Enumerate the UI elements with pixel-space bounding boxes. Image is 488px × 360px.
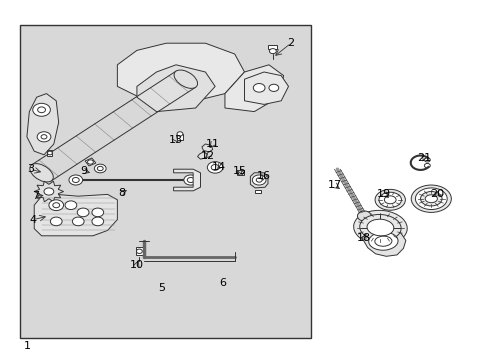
Bar: [85, 158, 96, 166]
Polygon shape: [202, 144, 212, 152]
Text: 14: 14: [212, 162, 225, 172]
Text: 13: 13: [169, 135, 183, 145]
Text: 21: 21: [416, 153, 430, 163]
Ellipse shape: [424, 195, 436, 203]
Circle shape: [237, 171, 243, 175]
Polygon shape: [34, 181, 63, 202]
Ellipse shape: [174, 70, 197, 88]
Ellipse shape: [374, 236, 391, 246]
Ellipse shape: [420, 192, 441, 206]
Text: 4: 4: [30, 215, 37, 225]
Ellipse shape: [30, 164, 53, 182]
Bar: [268, 45, 277, 49]
Circle shape: [136, 249, 142, 253]
Text: 2: 2: [287, 38, 294, 48]
Text: 12: 12: [201, 151, 214, 161]
Text: 1: 1: [23, 341, 30, 351]
Text: 8: 8: [119, 188, 125, 198]
Circle shape: [183, 175, 197, 185]
Circle shape: [41, 135, 47, 139]
Polygon shape: [34, 194, 117, 236]
Circle shape: [187, 177, 194, 183]
Circle shape: [268, 84, 278, 91]
Bar: [47, 150, 52, 156]
Circle shape: [97, 166, 103, 171]
Text: 15: 15: [232, 166, 246, 176]
Text: 9: 9: [81, 166, 87, 176]
Polygon shape: [27, 94, 59, 155]
Bar: [20, 25, 310, 338]
Text: 18: 18: [357, 233, 370, 243]
Bar: [255, 190, 261, 193]
Text: 20: 20: [430, 189, 444, 199]
Polygon shape: [224, 65, 283, 112]
Circle shape: [37, 132, 51, 142]
Polygon shape: [117, 43, 244, 101]
Polygon shape: [173, 169, 200, 191]
Ellipse shape: [378, 192, 401, 207]
Circle shape: [44, 188, 54, 195]
Circle shape: [211, 165, 219, 170]
Text: 3: 3: [27, 164, 34, 174]
Circle shape: [38, 107, 45, 113]
Ellipse shape: [353, 210, 407, 245]
Text: 19: 19: [376, 189, 390, 199]
Circle shape: [69, 175, 82, 185]
Text: 16: 16: [257, 171, 270, 181]
Ellipse shape: [374, 189, 405, 210]
Ellipse shape: [410, 185, 450, 212]
Text: 11: 11: [205, 139, 219, 149]
Circle shape: [50, 217, 62, 226]
Circle shape: [92, 217, 103, 226]
Text: 7: 7: [32, 191, 39, 201]
Circle shape: [47, 151, 52, 155]
Ellipse shape: [368, 232, 397, 250]
Circle shape: [65, 201, 77, 210]
Circle shape: [256, 178, 262, 182]
Bar: [237, 170, 244, 175]
Ellipse shape: [415, 188, 446, 210]
Circle shape: [92, 208, 103, 217]
Polygon shape: [250, 173, 267, 188]
Circle shape: [424, 158, 429, 162]
Text: 5: 5: [158, 283, 164, 293]
Circle shape: [87, 160, 93, 164]
Circle shape: [53, 203, 60, 208]
Polygon shape: [244, 72, 288, 104]
Bar: [177, 134, 183, 140]
Ellipse shape: [366, 219, 393, 236]
Circle shape: [424, 163, 429, 168]
Text: 6: 6: [219, 278, 225, 288]
Polygon shape: [197, 152, 207, 159]
Circle shape: [72, 177, 79, 183]
Polygon shape: [361, 228, 405, 256]
Circle shape: [49, 200, 63, 211]
Circle shape: [77, 208, 89, 217]
Circle shape: [177, 132, 183, 136]
Ellipse shape: [384, 196, 395, 204]
Text: 10: 10: [130, 260, 143, 270]
Bar: [136, 247, 142, 255]
Circle shape: [253, 84, 264, 92]
Circle shape: [252, 175, 265, 185]
Text: 17: 17: [327, 180, 341, 190]
Circle shape: [357, 211, 370, 221]
Circle shape: [94, 164, 106, 173]
Circle shape: [269, 49, 276, 54]
Circle shape: [207, 162, 223, 173]
Polygon shape: [137, 65, 215, 112]
Circle shape: [33, 103, 50, 116]
Ellipse shape: [359, 215, 400, 240]
Circle shape: [72, 217, 84, 226]
